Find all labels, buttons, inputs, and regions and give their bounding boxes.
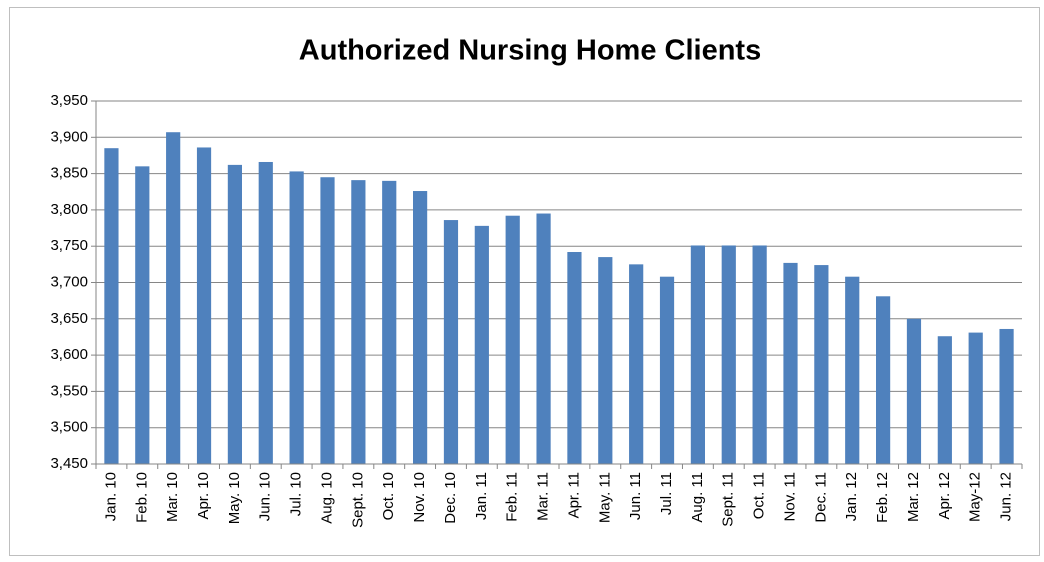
y-tick-label: 3,800 <box>50 201 88 218</box>
bar <box>659 276 675 464</box>
x-tick-label: Dec. 10 <box>442 472 459 524</box>
y-tick-label: 3,600 <box>50 346 88 363</box>
x-tick-label: May. 11 <box>596 472 613 523</box>
bar <box>474 225 489 464</box>
x-tick-label: May-12 <box>967 472 984 522</box>
bar <box>567 252 582 464</box>
x-tick-label: Nov. 11 <box>781 472 798 521</box>
y-tick-label: 3,850 <box>50 165 88 182</box>
x-tick-label: Aug. 11 <box>689 472 706 523</box>
x-tick-label: Apr. 12 <box>936 472 953 520</box>
bar <box>690 245 705 464</box>
x-tick-label: Dec. 11 <box>812 472 829 523</box>
y-tick-label: 3,500 <box>50 419 88 436</box>
x-tick-label: Mar. 11 <box>535 472 552 521</box>
x-tick-label: Jun. 11 <box>627 472 644 520</box>
x-tick-label: Feb. 11 <box>504 472 521 522</box>
y-tick-label: 3,900 <box>50 128 88 145</box>
bar <box>320 177 335 465</box>
x-tick-label: Sept. 11 <box>720 472 737 527</box>
bar <box>443 220 459 464</box>
x-tick-label: Jun. 10 <box>257 472 274 521</box>
bar <box>937 336 952 464</box>
bar <box>968 332 983 464</box>
bar <box>351 180 366 464</box>
x-tick-label: Oct. 11 <box>751 472 768 519</box>
x-tick-label: Mar. 10 <box>164 472 181 522</box>
x-tick-label: Apr. 11 <box>565 472 582 518</box>
bar <box>876 296 891 464</box>
x-tick-label: Feb. 10 <box>133 472 150 523</box>
bar <box>721 245 736 464</box>
bar <box>104 148 119 464</box>
bar <box>413 191 428 465</box>
bar <box>196 147 212 465</box>
x-tick-label: Jan. 12 <box>843 472 860 521</box>
x-tick-label: Jul. 11 <box>658 472 675 515</box>
y-tick-label: 3,650 <box>50 310 88 327</box>
y-tick-label: 3,450 <box>50 455 88 472</box>
x-tick-label: Feb. 12 <box>874 472 891 523</box>
bar <box>845 276 860 464</box>
bar <box>814 265 829 464</box>
x-tick-label: Oct. 10 <box>380 472 397 520</box>
x-tick-label: Jun. 12 <box>998 472 1015 521</box>
y-tick-label: 3,950 <box>50 92 88 109</box>
bar <box>227 164 242 464</box>
chart-title: Authorized Nursing Home Clients <box>299 35 761 67</box>
bar <box>783 262 798 464</box>
bar <box>906 318 922 464</box>
y-tick-label: 3,550 <box>50 382 88 399</box>
x-tick-label: Jan. 11 <box>473 472 490 520</box>
x-tick-label: May. 10 <box>226 472 243 524</box>
x-tick-label: Mar. 12 <box>905 472 922 522</box>
x-tick-label: Aug. 10 <box>318 472 335 524</box>
bar <box>536 213 551 464</box>
x-tick-label: Jul. 10 <box>288 472 305 516</box>
bar <box>166 132 181 464</box>
y-tick-label: 3,700 <box>50 273 88 290</box>
x-tick-label: Jan. 10 <box>102 472 119 521</box>
bar <box>135 166 150 464</box>
x-tick-label: Apr. 10 <box>195 472 212 520</box>
bar <box>382 180 397 465</box>
bar <box>999 328 1014 464</box>
bar <box>752 245 767 464</box>
y-tick-label: 3,750 <box>50 237 88 254</box>
x-tick-label: Nov. 10 <box>411 472 428 523</box>
bar <box>598 257 613 464</box>
bar <box>289 171 304 464</box>
bar <box>629 264 644 464</box>
bar <box>505 215 520 464</box>
bar <box>258 161 273 464</box>
x-tick-label: Sept. 10 <box>349 472 366 528</box>
